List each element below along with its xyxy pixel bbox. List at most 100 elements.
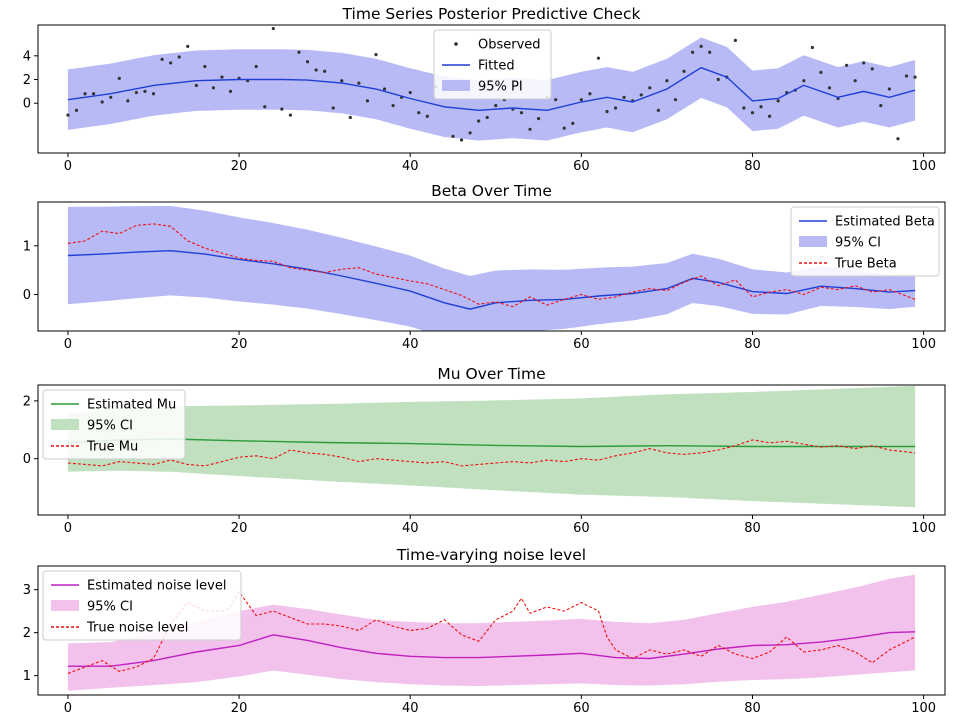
observed-point	[596, 56, 601, 60]
observed-point	[374, 53, 378, 57]
chart-title: Beta Over Time	[431, 182, 552, 200]
x-tick-label: 20	[231, 701, 248, 716]
x-tick-label: 80	[744, 159, 761, 174]
observed-point	[186, 44, 190, 48]
y-tick-label: 2	[23, 626, 31, 641]
observed-point	[211, 86, 216, 90]
chart-panel-1: 0 20 40 60 80 100 0 2 4 Time Series Posterior Pre…	[23, 5, 946, 174]
legend-box	[42, 570, 242, 641]
y-tick-label: 0	[23, 97, 31, 112]
observed-point	[519, 111, 524, 115]
observed-point	[134, 90, 139, 95]
x-tick-label: 80	[744, 701, 761, 716]
legend: Observed Fitted 95% PI	[433, 29, 552, 100]
legend-entry-label: 95% PI	[478, 80, 523, 95]
x-tick-label: 0	[64, 701, 72, 716]
legend-band-swatch	[51, 419, 79, 430]
observed-point	[408, 90, 412, 95]
observed-point	[485, 115, 489, 120]
observed-point	[203, 64, 207, 69]
y-tick-label: 0	[23, 452, 31, 467]
x-tick-label: 60	[573, 521, 590, 536]
observed-point	[263, 105, 267, 109]
observed-point	[459, 138, 464, 142]
x-tick-label: 80	[744, 337, 761, 352]
legend-entry-label: Estimated Beta	[835, 215, 935, 230]
observed-point	[417, 111, 421, 115]
observed-point	[708, 50, 712, 54]
observed-point	[904, 74, 909, 78]
observed-point	[767, 114, 772, 118]
legend-entry-label: 95% CI	[87, 419, 133, 434]
observed-point	[579, 98, 583, 102]
axes-frame	[37, 565, 946, 696]
observed-point	[331, 106, 335, 110]
observed-point	[613, 106, 618, 110]
observed-point	[588, 92, 592, 96]
observed-point	[690, 50, 695, 54]
chart-panel-2: 0 20 40 60 80 100 0 1 Beta Over Time Estimated Be…	[23, 182, 946, 352]
true-series-line	[67, 439, 916, 467]
observed-point	[759, 105, 763, 109]
observed-point	[305, 60, 310, 64]
observed-point	[348, 115, 352, 120]
chart-title: Time-varying noise level	[396, 546, 586, 564]
x-tick-label: 100	[911, 521, 936, 536]
y-tick-label: 2	[23, 394, 31, 409]
estimated-series-line	[67, 66, 916, 112]
y-tick-label: 4	[23, 49, 31, 64]
observed-point	[682, 69, 686, 73]
y-tick-label: 3	[23, 583, 31, 598]
chart-title: Time Series Posterior Predictive Check	[342, 5, 641, 23]
legend-box	[790, 206, 940, 277]
y-tick-label: 2	[23, 73, 31, 88]
observed-point	[288, 113, 293, 117]
observed-point	[528, 127, 532, 131]
legend: Estimated Mu 95% CI True Mu	[42, 389, 186, 460]
ci-band	[67, 385, 916, 508]
observed-point	[494, 103, 498, 108]
x-tick-label: 20	[231, 159, 248, 174]
observed-point	[100, 100, 104, 104]
observed-point	[639, 93, 643, 97]
observed-point	[143, 89, 147, 93]
legend-entry-label: Estimated Mu	[87, 398, 176, 413]
legend-box	[42, 389, 186, 460]
observed-point	[254, 64, 258, 69]
observed-point	[665, 79, 669, 83]
legend-band-swatch	[51, 600, 79, 611]
observed-point	[913, 75, 917, 79]
observed-point	[776, 99, 780, 103]
x-tick-label: 40	[402, 337, 419, 352]
legend: Estimated Beta 95% CI True Beta	[790, 206, 940, 277]
x-tick-label: 80	[744, 521, 761, 536]
observed-point	[357, 81, 361, 85]
legend-entry-label: 95% CI	[87, 600, 133, 615]
observed-point	[656, 108, 660, 112]
observed-point	[802, 79, 806, 83]
legend-entry-label: Observed	[478, 38, 541, 53]
observed-point	[742, 106, 746, 110]
observed-point	[844, 63, 849, 67]
observed-point	[271, 26, 275, 31]
observed-point	[74, 108, 79, 112]
observed-point	[750, 111, 755, 115]
plot-area	[67, 206, 916, 331]
y-tick-label: 1	[23, 239, 31, 254]
observed-point	[92, 92, 96, 96]
axes-frame	[37, 384, 946, 516]
plot-area	[67, 385, 916, 508]
x-tick-label: 0	[64, 337, 72, 352]
observed-point	[562, 126, 566, 130]
observed-point	[151, 92, 156, 96]
x-tick-label: 20	[231, 337, 248, 352]
x-tick-label: 60	[573, 337, 590, 352]
observed-point	[425, 114, 429, 118]
observed-point	[827, 86, 832, 90]
legend-band-swatch	[799, 236, 827, 247]
chart-panel-4: 0 20 40 60 80 100 1 2 3 Time-varying noise level E…	[23, 546, 946, 716]
x-tick-label: 60	[573, 159, 590, 174]
observed-point	[554, 98, 558, 102]
observed-point	[382, 87, 387, 91]
